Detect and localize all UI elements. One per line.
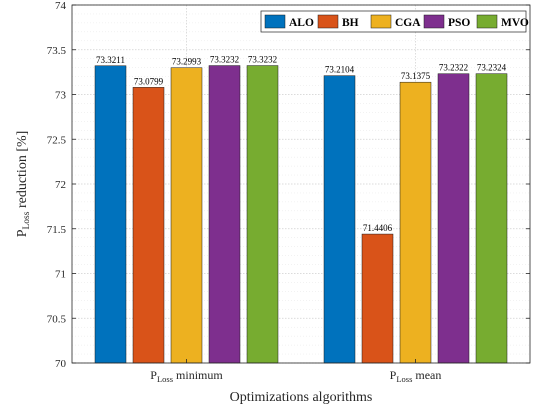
data-labels: 73.3211 73.2104 73.0799 71.4406 73.2993 73.13… [96,55,507,233]
bar-value-label: 73.3232 [210,55,239,65]
bar-bh-1 [132,87,165,364]
legend-swatch-mvo [476,14,498,29]
x-axis-title: Optimizations algorithms [230,390,373,405]
bar-value-label: 73.2993 [172,57,202,67]
legend-label-bh: BH [342,17,359,29]
bars [94,65,508,364]
legend-label-pso: PSO [448,17,470,29]
y-axis-title: PLoss reduction [%] [15,131,32,238]
legend-swatch-pso [423,14,445,29]
x-tick-label-sub: Loss [396,374,412,384]
bar-pso-1 [208,65,241,364]
x-tick-label-rest: mean [412,368,441,382]
bar-value-label: 71.4406 [363,223,393,233]
legend-label-cga: CGA [395,17,421,29]
x-tick-label-sub: Loss [157,374,173,384]
bar-pso-2 [437,73,470,364]
bar-mvo-1 [246,65,279,364]
x-axis-ticks: PLoss minimum PLoss mean [150,359,441,384]
y-axis-title-sub: Loss [22,211,32,229]
bar-value-label: 73.1375 [401,71,431,81]
y-axis-title-rest: reduction [%] [15,131,30,212]
x-tick-label-main: P [390,368,397,382]
bar-cga-1 [170,67,203,364]
y-tick-label: 71 [55,269,66,281]
x-tick-label-rest: minimum [173,368,223,382]
legend: ALO BH CGA PSO MVO [260,10,529,33]
y-axis-title-main: P [15,229,30,237]
bar-value-label: 73.2322 [439,63,468,73]
bar-value-label: 73.2324 [477,63,507,73]
y-tick-label: 73 [55,90,67,102]
bar-bh-2 [361,233,394,364]
legend-swatch-bh [317,14,339,29]
y-tick-label: 72.5 [47,134,67,146]
x-tick-label: PLoss minimum [150,368,223,384]
legend-swatch-alo [264,14,286,29]
bar-alo-1 [94,65,127,364]
bar-alo-2 [323,75,356,364]
y-tick-label: 74 [55,0,67,12]
legend-label-mvo: MVO [501,17,529,29]
y-tick-label: 73.5 [47,45,67,57]
legend-swatch-cga [370,14,392,29]
bar-mvo-2 [475,73,508,364]
y-tick-label: 72 [55,179,66,191]
y-axis-ticks: 70 70.5 71 71.5 72 72.5 73 73.5 74 [47,0,530,370]
bar-value-label: 73.3211 [96,55,125,65]
bar-value-label: 73.2104 [325,65,355,75]
y-tick-label: 70 [55,358,67,370]
legend-label-alo: ALO [289,17,314,29]
bar-cga-2 [399,81,432,364]
bar-value-label: 73.3232 [248,55,277,65]
y-tick-label: 70.5 [47,313,67,325]
x-tick-label-main: P [150,368,157,382]
x-tick-label: PLoss mean [390,368,442,384]
y-tick-label: 71.5 [47,224,67,236]
bar-value-label: 73.0799 [134,76,164,86]
